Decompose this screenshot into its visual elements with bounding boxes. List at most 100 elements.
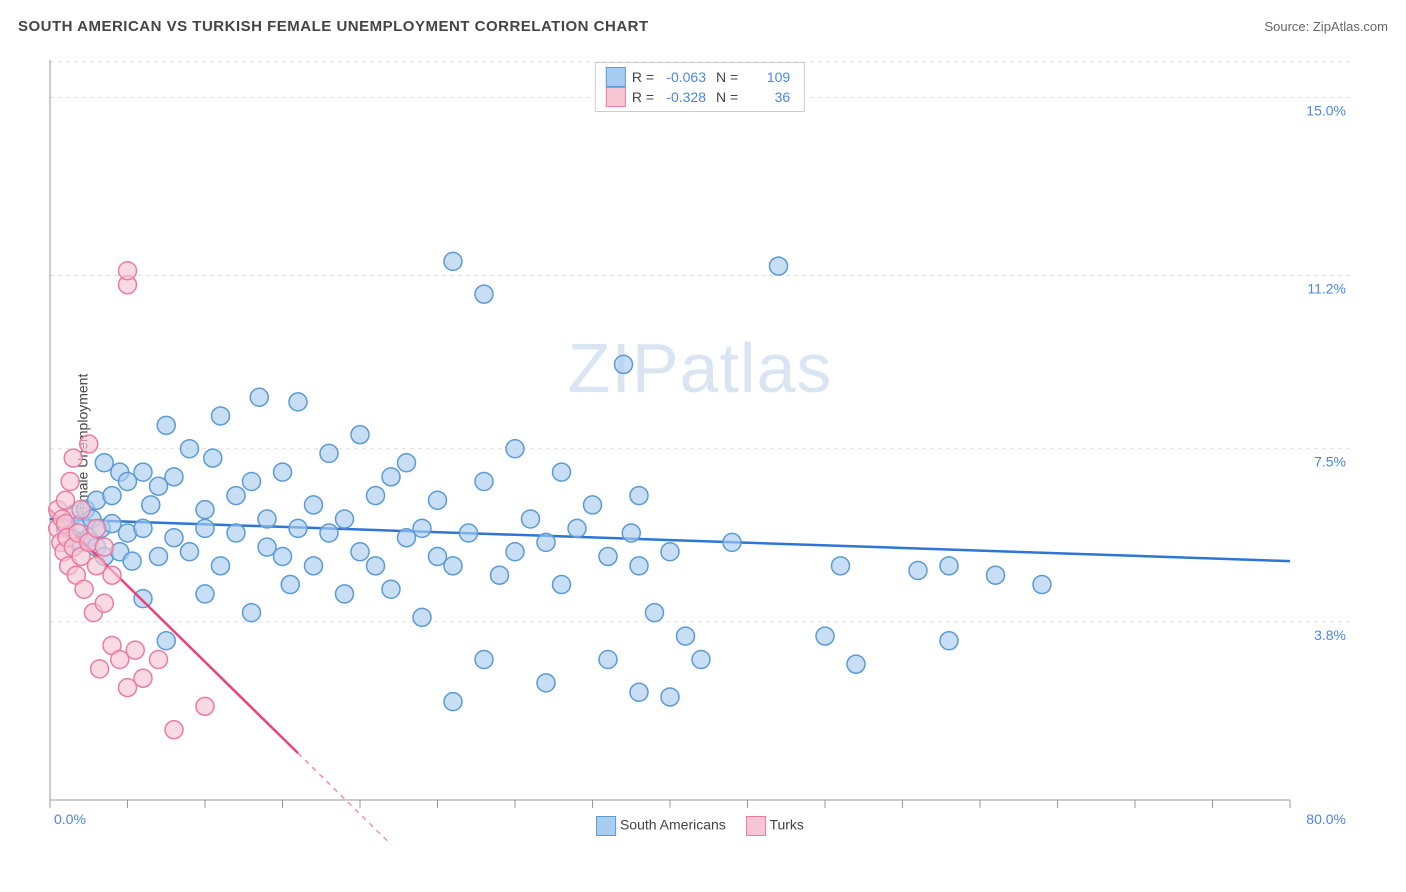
data-point bbox=[537, 533, 555, 551]
data-point bbox=[444, 557, 462, 575]
data-point bbox=[599, 547, 617, 565]
legend-item: Turks bbox=[746, 816, 804, 836]
data-point bbox=[289, 393, 307, 411]
data-point bbox=[661, 543, 679, 561]
data-point bbox=[940, 557, 958, 575]
data-point bbox=[320, 444, 338, 462]
data-point bbox=[258, 510, 276, 528]
data-point bbox=[196, 585, 214, 603]
data-point bbox=[243, 604, 261, 622]
data-point bbox=[351, 543, 369, 561]
source-prefix: Source: bbox=[1264, 19, 1312, 34]
plot-area: ZIPatlas 15.0%11.2%7.5%3.8%0.0%80.0% R =… bbox=[50, 60, 1350, 830]
data-point bbox=[832, 557, 850, 575]
legend-swatch bbox=[606, 87, 626, 107]
data-point bbox=[95, 594, 113, 612]
data-point bbox=[274, 463, 292, 481]
y-tick-label: 15.0% bbox=[1306, 102, 1346, 118]
data-point bbox=[281, 576, 299, 594]
data-point bbox=[150, 650, 168, 668]
data-point bbox=[630, 487, 648, 505]
data-point bbox=[723, 533, 741, 551]
data-point bbox=[382, 468, 400, 486]
data-point bbox=[382, 580, 400, 598]
data-point bbox=[61, 473, 79, 491]
data-point bbox=[227, 524, 245, 542]
data-point bbox=[987, 566, 1005, 584]
data-point bbox=[336, 585, 354, 603]
data-point bbox=[351, 426, 369, 444]
data-point bbox=[940, 632, 958, 650]
data-point bbox=[413, 608, 431, 626]
legend-stat-row: R =-0.063N =109 bbox=[606, 67, 794, 87]
data-point bbox=[367, 487, 385, 505]
data-point bbox=[909, 562, 927, 580]
data-point bbox=[243, 473, 261, 491]
data-point bbox=[816, 627, 834, 645]
data-point bbox=[599, 650, 617, 668]
data-point bbox=[64, 449, 82, 467]
data-point bbox=[181, 543, 199, 561]
data-point bbox=[165, 721, 183, 739]
data-point bbox=[444, 693, 462, 711]
data-point bbox=[150, 547, 168, 565]
data-point bbox=[157, 632, 175, 650]
data-point bbox=[157, 416, 175, 434]
data-point bbox=[126, 641, 144, 659]
chart-source: Source: ZipAtlas.com bbox=[1264, 19, 1388, 34]
data-point bbox=[305, 557, 323, 575]
trend-line-extrapolated bbox=[298, 753, 391, 844]
data-point bbox=[460, 524, 478, 542]
source-name: ZipAtlas.com bbox=[1313, 19, 1388, 34]
data-point bbox=[506, 543, 524, 561]
x-max-label: 80.0% bbox=[1306, 811, 1346, 827]
data-point bbox=[615, 355, 633, 373]
data-point bbox=[413, 519, 431, 537]
data-point bbox=[95, 538, 113, 556]
legend-series: South Americans Turks bbox=[596, 816, 804, 836]
legend-swatch bbox=[606, 67, 626, 87]
x-min-label: 0.0% bbox=[54, 811, 86, 827]
data-point bbox=[142, 496, 160, 514]
chart-header: SOUTH AMERICAN VS TURKISH FEMALE UNEMPLO… bbox=[18, 18, 1388, 35]
data-point bbox=[305, 496, 323, 514]
data-point bbox=[630, 683, 648, 701]
data-point bbox=[165, 529, 183, 547]
legend-swatch bbox=[746, 816, 766, 836]
legend-R-label: R = bbox=[632, 69, 654, 85]
data-point bbox=[91, 660, 109, 678]
data-point bbox=[196, 697, 214, 715]
data-point bbox=[119, 262, 137, 280]
data-point bbox=[181, 440, 199, 458]
legend-R-value: -0.328 bbox=[660, 89, 710, 105]
data-point bbox=[692, 650, 710, 668]
data-point bbox=[622, 524, 640, 542]
legend-N-label: N = bbox=[716, 89, 738, 105]
data-point bbox=[289, 519, 307, 537]
data-point bbox=[537, 674, 555, 692]
data-point bbox=[103, 487, 121, 505]
data-point bbox=[72, 501, 90, 519]
legend-swatch bbox=[596, 816, 616, 836]
data-point bbox=[661, 688, 679, 706]
data-point bbox=[491, 566, 509, 584]
data-point bbox=[134, 463, 152, 481]
data-point bbox=[134, 669, 152, 687]
legend-R-label: R = bbox=[632, 89, 654, 105]
data-point bbox=[398, 454, 416, 472]
data-point bbox=[444, 252, 462, 270]
data-point bbox=[274, 547, 292, 565]
data-point bbox=[204, 449, 222, 467]
data-point bbox=[134, 519, 152, 537]
data-point bbox=[123, 552, 141, 570]
legend-item: South Americans bbox=[596, 816, 726, 836]
data-point bbox=[103, 566, 121, 584]
data-point bbox=[80, 435, 98, 453]
data-point bbox=[553, 576, 571, 594]
data-point bbox=[134, 590, 152, 608]
data-point bbox=[367, 557, 385, 575]
data-point bbox=[475, 473, 493, 491]
legend-stat-row: R =-0.328N =36 bbox=[606, 87, 794, 107]
legend-label: South Americans bbox=[620, 817, 726, 833]
data-point bbox=[227, 487, 245, 505]
